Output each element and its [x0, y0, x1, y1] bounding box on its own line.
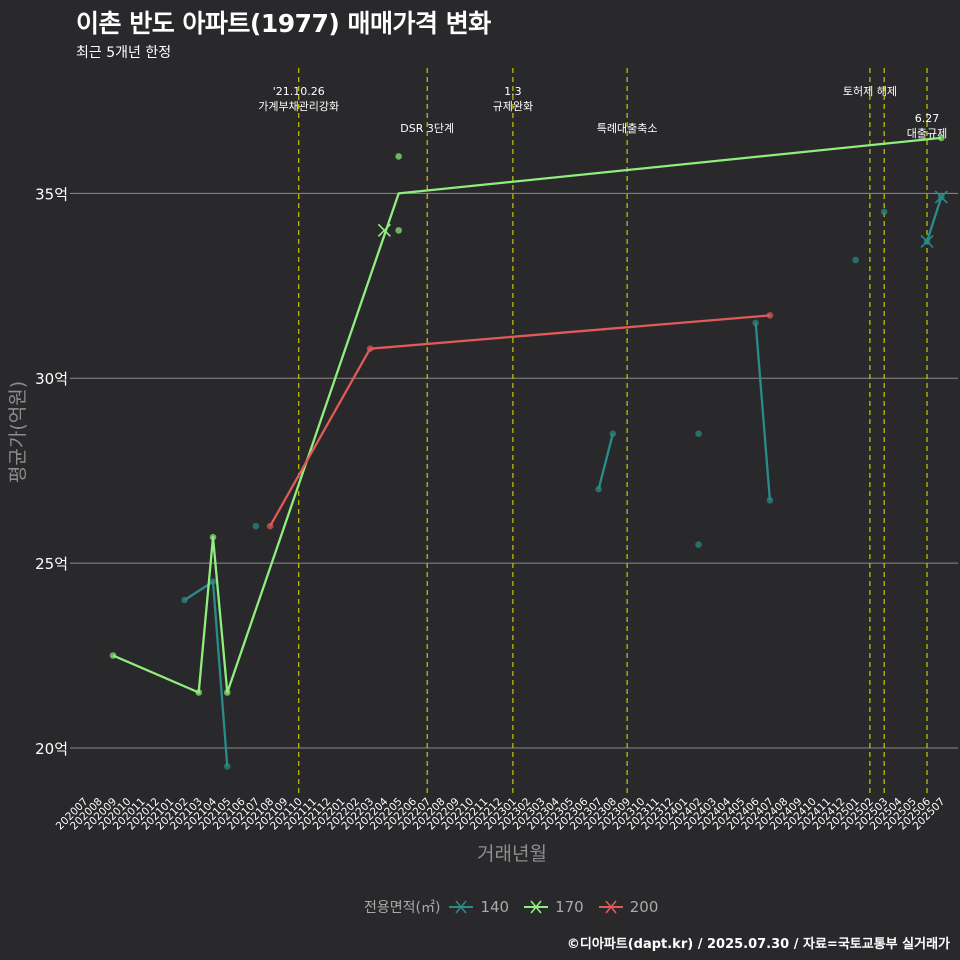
legend-key-140-icon [449, 900, 474, 914]
point-140 [695, 430, 702, 437]
event-label: 특례대출축소 [597, 122, 658, 135]
y-tick-label: 20억 [35, 740, 68, 758]
cross-170 [377, 223, 391, 237]
point-140 [852, 256, 859, 264]
y-axis-ticks: 20억 25억 30억 35억 [35, 185, 68, 758]
x-axis-label: 거래년월 [477, 843, 547, 865]
legend-title: 전용면적(㎡) [364, 900, 441, 916]
point-200 [766, 312, 774, 319]
event-label: 1.3 [504, 85, 522, 98]
point-140 [224, 763, 231, 770]
point-140 [752, 319, 759, 327]
cross-140 [934, 190, 948, 204]
y-tick-label: 30억 [35, 370, 68, 388]
line-140 [925, 196, 943, 242]
event-label: 규제완화 [493, 100, 533, 113]
line-170 [112, 136, 942, 694]
event-label: 토허제 해제 [843, 84, 897, 98]
x-axis-ticks: 2020072020082020092020102020112020122021… [54, 795, 948, 832]
legend-item-140: 140 [448, 898, 509, 916]
point-140 [766, 496, 774, 504]
line-140 [597, 433, 615, 490]
point-140 [695, 541, 702, 548]
point-140 [880, 208, 888, 216]
point-140 [252, 522, 260, 530]
line-140 [754, 322, 772, 501]
event-label: 가계부채관리강화 [258, 100, 339, 113]
chart-subtitle: 최근 5개년 한정 [76, 45, 172, 61]
title-block: 이촌 반도 아파트(1977) 매매가격 변화 최근 5개년 한정 [76, 4, 491, 62]
legend-key-170-icon [524, 900, 549, 914]
event-label: 대출규제 [907, 127, 947, 140]
y-tick-label: 35억 [35, 185, 68, 203]
grid-lines [70, 192, 958, 749]
legend-label-170: 170 [555, 898, 584, 916]
chart-title: 이촌 반도 아파트(1977) 매매가격 변화 [76, 9, 491, 38]
line-200 [269, 314, 770, 527]
data-series [109, 134, 948, 770]
event-label: '21.10.26 [273, 85, 325, 98]
event-label: DSR 3단계 [400, 122, 454, 135]
legend-label-140: 140 [480, 898, 510, 916]
line-140 [183, 580, 229, 767]
point-170 [395, 153, 402, 160]
y-tick-label: 25억 [35, 555, 68, 573]
legend-item-170: 170 [523, 898, 584, 916]
legend: 전용면적(㎡) 140 170 200 [364, 897, 672, 917]
y-axis-label: 평균가(억원) [7, 381, 29, 483]
point-170 [395, 227, 402, 234]
event-label: 6.27 [915, 112, 940, 125]
source-caption: ©디아파트(dapt.kr) / 2025.07.30 / 자료=국토교통부 실… [566, 937, 950, 952]
legend-key-200-icon [598, 900, 623, 914]
cross-140 [920, 234, 934, 249]
legend-item-200: 200 [598, 898, 659, 916]
legend-label-200: 200 [629, 898, 659, 916]
